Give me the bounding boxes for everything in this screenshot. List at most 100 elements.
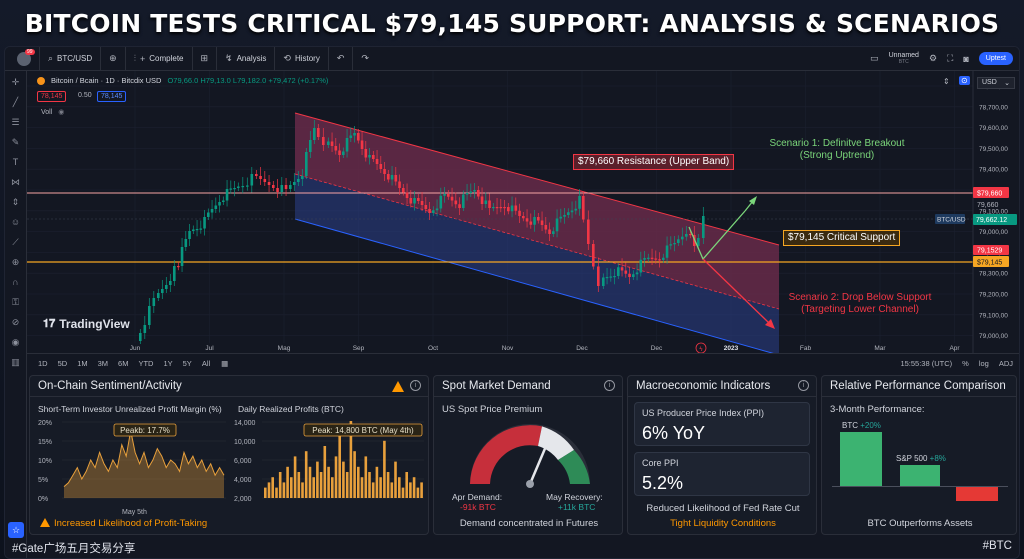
candle-body[interactable] — [272, 185, 275, 188]
candle-body[interactable] — [409, 198, 413, 204]
candle-body[interactable] — [525, 218, 529, 222]
candle-body[interactable] — [413, 198, 416, 204]
candle-body[interactable] — [357, 133, 360, 141]
undo-button[interactable]: ↶ — [329, 47, 354, 70]
timeframe-6m[interactable]: 6M — [118, 359, 129, 368]
candle-body[interactable] — [394, 175, 398, 182]
candle-body[interactable] — [276, 188, 279, 192]
candle-body[interactable] — [522, 216, 525, 219]
candle-body[interactable] — [529, 221, 533, 225]
indicators-button[interactable]: ⫶ + Complete — [126, 47, 193, 70]
candle-body[interactable] — [669, 244, 673, 246]
candle-body[interactable] — [405, 192, 409, 199]
candle-body[interactable] — [477, 190, 480, 197]
candle-body[interactable] — [503, 207, 506, 209]
sell-price-box[interactable]: 78,145 — [37, 91, 67, 102]
candle-body[interactable] — [169, 281, 172, 285]
candle-body[interactable] — [387, 174, 390, 180]
candle-body[interactable] — [289, 185, 292, 189]
timeframe-all[interactable]: All — [201, 359, 211, 368]
auto-scale-icon[interactable]: ⇕ — [943, 77, 950, 86]
candle-body[interactable] — [454, 200, 458, 205]
info-icon[interactable]: i — [604, 380, 615, 391]
fullscreen-icon[interactable]: ⛶ — [947, 53, 954, 63]
candle-body[interactable] — [402, 188, 405, 193]
candle-body[interactable] — [345, 138, 349, 152]
candle-body[interactable] — [241, 186, 245, 188]
candle-body[interactable] — [492, 207, 495, 209]
candle-body[interactable] — [647, 257, 650, 259]
candle-body[interactable] — [284, 185, 288, 189]
candle-body[interactable] — [662, 257, 665, 260]
candle-body[interactable] — [263, 179, 267, 182]
candle-body[interactable] — [309, 140, 312, 152]
percent-toggle[interactable]: % — [962, 359, 969, 368]
candle-body[interactable] — [677, 239, 680, 243]
candle-body[interactable] — [259, 176, 262, 179]
candle-body[interactable] — [222, 200, 225, 203]
candle-body[interactable] — [435, 208, 439, 211]
candle-body[interactable] — [548, 229, 551, 235]
lock-drawings-icon[interactable]: ⊘ — [11, 317, 20, 327]
candle-body[interactable] — [139, 333, 142, 341]
candle-body[interactable] — [233, 188, 236, 190]
history-button[interactable]: ⟲ History — [275, 47, 329, 70]
candle-body[interactable] — [157, 293, 160, 298]
candle-body[interactable] — [432, 210, 435, 213]
layout-button[interactable]: ⊞ — [193, 47, 218, 70]
log-scale-icon[interactable]: ⊙ — [959, 76, 970, 85]
candle-body[interactable] — [450, 196, 454, 201]
info-icon[interactable]: i — [798, 380, 809, 391]
candle-body[interactable] — [582, 196, 585, 220]
trendline-icon[interactable]: ╱ — [12, 97, 19, 107]
candle-body[interactable] — [697, 238, 700, 246]
candle-body[interactable] — [424, 205, 428, 209]
candle-body[interactable] — [620, 267, 624, 271]
candle-body[interactable] — [617, 267, 620, 276]
candle-body[interactable] — [353, 133, 356, 136]
symbol-search[interactable]: ⌕ BTC/USD — [40, 47, 102, 70]
candle-body[interactable] — [578, 196, 581, 209]
eye-icon[interactable]: ◉ — [11, 337, 20, 347]
candle-body[interactable] — [559, 216, 563, 219]
event-marker-icon[interactable] — [695, 342, 707, 353]
favorites-star-icon[interactable]: ☆ — [8, 522, 24, 538]
timeframe-3m[interactable]: 3M — [97, 359, 109, 368]
candle-body[interactable] — [267, 182, 271, 185]
ruler-icon[interactable]: ⟋ — [12, 237, 19, 247]
candle-body[interactable] — [458, 204, 461, 208]
trash-icon[interactable]: ▥ — [11, 357, 20, 367]
magnet-icon[interactable]: ∩ — [12, 277, 19, 287]
candle-body[interactable] — [379, 164, 383, 169]
layout-name[interactable]: Unnamed BTC — [889, 52, 919, 66]
candle-body[interactable] — [180, 247, 184, 266]
candle-body[interactable] — [650, 257, 654, 259]
channel-lower-line[interactable] — [294, 218, 779, 353]
scenario-2-annotation[interactable]: Scenario 2: Drop Below Support (Targetin… — [775, 292, 945, 316]
volume-legend[interactable]: Voll ◉ — [41, 108, 64, 116]
buy-price-box[interactable]: 78,145 — [97, 91, 127, 102]
channel-mid-line[interactable] — [294, 173, 780, 310]
candle-body[interactable] — [658, 259, 661, 261]
candle-body[interactable] — [685, 234, 688, 237]
scenario-1-annotation[interactable]: Scenario 1: Definitve Breakout (Strong U… — [757, 138, 917, 162]
analysis-button[interactable]: ↯ Analysis — [217, 47, 276, 70]
candle-body[interactable] — [398, 181, 401, 189]
candle-body[interactable] — [199, 228, 203, 230]
candle-body[interactable] — [383, 169, 386, 174]
candle-body[interactable] — [203, 217, 206, 229]
timeframe-ytd[interactable]: YTD — [138, 359, 154, 368]
candle-body[interactable] — [635, 272, 639, 275]
candle-body[interactable] — [632, 274, 635, 277]
candle-body[interactable] — [255, 174, 258, 176]
candle-body[interactable] — [499, 207, 503, 209]
candle-body[interactable] — [390, 175, 394, 180]
candle-body[interactable] — [574, 208, 578, 211]
candle-body[interactable] — [188, 231, 191, 239]
candle-body[interactable] — [177, 266, 180, 268]
candle-body[interactable] — [148, 306, 151, 325]
candle-body[interactable] — [570, 210, 574, 213]
timeframe-5d[interactable]: 5D — [57, 359, 68, 368]
candle-body[interactable] — [195, 229, 199, 231]
channel-upper-line[interactable] — [294, 112, 780, 246]
